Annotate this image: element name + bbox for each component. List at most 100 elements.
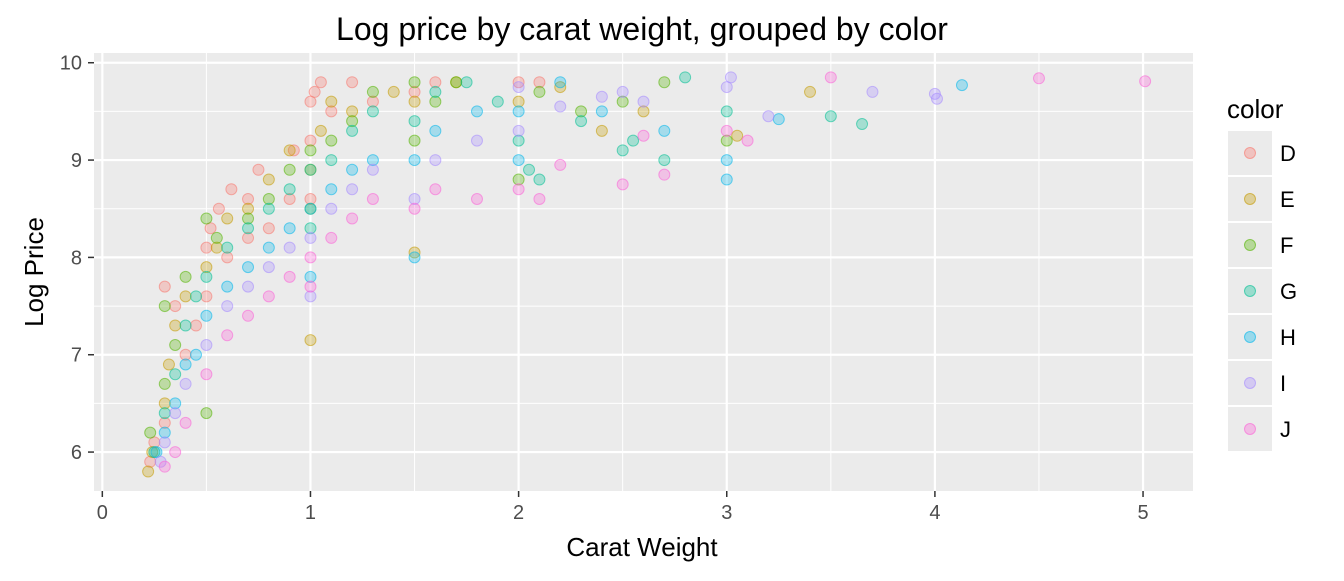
data-point-j (158, 460, 171, 473)
data-point-i (304, 231, 317, 244)
data-point-f (158, 377, 171, 390)
data-point-e (408, 95, 421, 108)
data-point-i (242, 280, 255, 293)
data-point-h (658, 124, 671, 137)
data-point-f (304, 144, 317, 157)
data-point-i (930, 92, 943, 105)
data-point-i (262, 261, 275, 274)
data-point-g (679, 71, 692, 84)
x-tick-label: 5 (1137, 502, 1148, 524)
data-point-g (304, 163, 317, 176)
data-point-g (325, 154, 338, 167)
legend-swatch-f (1244, 239, 1256, 251)
data-point-e (221, 212, 234, 225)
data-point-h (720, 173, 733, 186)
data-point-i (470, 134, 483, 147)
data-point-f (262, 193, 275, 205)
legend-title: color (1227, 94, 1284, 124)
data-point-h (429, 124, 442, 137)
data-point-g (189, 290, 202, 303)
data-point-j (366, 193, 379, 205)
data-point-j (242, 309, 255, 322)
data-point-g (533, 173, 546, 186)
data-point-h (169, 397, 182, 410)
data-point-d (304, 193, 317, 205)
data-point-e (637, 105, 650, 118)
y-tick-label: 9 (71, 150, 82, 172)
data-point-e (512, 95, 525, 108)
data-point-e (242, 202, 255, 215)
data-point-i (346, 183, 359, 196)
data-point-j (720, 124, 733, 137)
data-point-h (221, 280, 234, 293)
data-point-g (366, 105, 379, 118)
data-point-g (824, 110, 837, 123)
x-tick-label: 1 (305, 502, 316, 524)
x-tick-label: 0 (97, 502, 108, 524)
data-point-d (242, 193, 255, 205)
data-point-h (955, 79, 968, 92)
data-point-f (408, 76, 421, 89)
data-point-e (142, 465, 155, 478)
data-point-e (387, 85, 400, 98)
data-point-j (346, 212, 359, 225)
legend-swatch-d (1244, 147, 1256, 159)
data-point-h (262, 241, 275, 254)
legend-key-g (1228, 269, 1272, 313)
data-point-j (262, 290, 275, 303)
data-point-d (512, 76, 525, 89)
legend-label-d: D (1280, 141, 1296, 166)
data-point-g (179, 319, 192, 332)
legend-key-h (1228, 315, 1272, 359)
data-point-g (720, 105, 733, 118)
data-point-i (616, 85, 629, 98)
data-point-h (512, 154, 525, 167)
data-point-g (575, 115, 588, 128)
data-point-g (262, 202, 275, 215)
legend-label-j: J (1280, 417, 1291, 442)
data-point-g (429, 85, 442, 98)
data-point-h (189, 348, 202, 361)
data-point-e (200, 261, 213, 274)
data-point-i (366, 163, 379, 176)
data-point-d (212, 202, 225, 215)
data-point-g (346, 124, 359, 137)
data-point-d (169, 300, 182, 313)
data-point-f (325, 134, 338, 147)
data-point-h (512, 105, 525, 118)
legend-label-i: I (1280, 371, 1286, 396)
legend-label-h: H (1280, 325, 1296, 350)
data-point-f (533, 85, 546, 98)
data-point-d (200, 290, 213, 303)
data-point-h (200, 309, 213, 322)
data-point-j (221, 329, 234, 342)
data-point-g (627, 134, 640, 147)
data-point-i (724, 71, 737, 84)
data-point-h (408, 251, 421, 264)
data-point-d (283, 193, 296, 205)
legend-swatch-h (1244, 331, 1256, 343)
data-point-i (325, 202, 338, 215)
data-point-f (658, 76, 671, 89)
data-point-f (366, 85, 379, 98)
data-point-i (637, 95, 650, 108)
axes: 0 1 2 3 4 5 6 7 8 9 10 (60, 53, 1149, 524)
data-point-g (169, 368, 182, 381)
data-point-f (512, 173, 525, 186)
chart-title: Log price by carat weight, grouped by co… (336, 11, 948, 47)
legend-label-e: E (1280, 187, 1295, 212)
legend-swatch-g (1244, 285, 1256, 297)
data-point-g (242, 222, 255, 235)
data-point-i (200, 339, 213, 351)
data-point-h (366, 154, 379, 167)
y-tick-label: 8 (71, 247, 82, 269)
legend-swatch-e (1244, 193, 1256, 205)
legend-key-j (1228, 407, 1272, 451)
data-point-j (637, 129, 650, 142)
data-point-d (158, 416, 171, 429)
data-point-h (470, 105, 483, 118)
data-point-j (429, 183, 442, 196)
